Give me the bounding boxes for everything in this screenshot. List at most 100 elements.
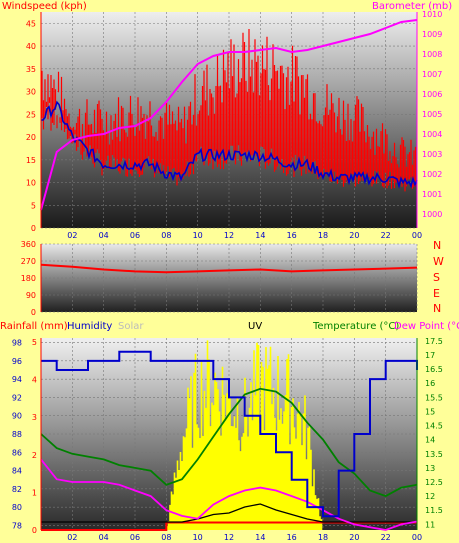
wind-tick-label: 35: [26, 65, 36, 74]
temperature-tick-label: 12: [425, 492, 435, 501]
wind-x-tick: 16: [287, 231, 297, 240]
wind-x-tick: 20: [349, 231, 359, 240]
direction-tick-label: 90: [26, 291, 36, 300]
wind-x-tick: 22: [381, 231, 391, 240]
humidity-line: [41, 350, 418, 518]
temperature-tick-label: 15.5: [425, 393, 443, 402]
wind-x-tick: 14: [255, 231, 265, 240]
direction-tick-label: 360: [21, 240, 36, 249]
wind-tick-label: 40: [26, 42, 36, 51]
climate-x-tick: 20: [349, 533, 359, 542]
humidity-tick-label: 88: [12, 430, 22, 439]
compass-n-top: N: [433, 239, 442, 252]
temperature-tick-label: 12.5: [425, 478, 443, 487]
temperature-tick-label: 13: [425, 464, 435, 473]
wind-tick-label: 45: [26, 19, 36, 28]
dewpoint-label: Dew Point (°C): [394, 321, 459, 332]
compass-n-bottom: N: [433, 302, 442, 315]
temperature-tick-label: 14: [425, 436, 435, 445]
climate-x-tick: 16: [287, 533, 297, 542]
wind-x-tick: 06: [130, 231, 140, 240]
compass-w: W: [433, 255, 444, 268]
rainfall-tick-label: 4: [32, 376, 37, 385]
wind-x-tick: 18: [318, 231, 328, 240]
humidity-tick-label: 92: [12, 393, 22, 402]
humidity-tick-label: 98: [12, 339, 22, 348]
rainfall-tick-label: 0: [32, 526, 37, 535]
humidity-label: Humidity: [67, 321, 113, 332]
wind-x-tick: 04: [99, 231, 109, 240]
wind-tick-label: 0: [31, 224, 36, 233]
uv-line: [41, 503, 417, 523]
temperature-tick-label: 16.5: [425, 365, 443, 374]
temperature-tick-label: 14.5: [425, 422, 443, 431]
baro-tick-label: 1009: [422, 30, 442, 39]
wind-tick-label: 30: [26, 88, 36, 97]
climate-x-tick: 14: [255, 533, 265, 542]
direction-tick-label: 180: [21, 274, 36, 283]
humidity-tick-label: 94: [12, 375, 22, 384]
humidity-tick-label: 84: [12, 467, 22, 476]
baro-tick-label: 1010: [422, 10, 442, 19]
wind-tick-label: 15: [26, 156, 36, 165]
rainfall-label: Rainfall (mm): [0, 321, 68, 332]
humidity-tick-label: 82: [12, 485, 22, 494]
baro-tick-label: 1002: [422, 170, 442, 179]
wind-x-tick: 10: [193, 231, 203, 240]
wind-x-tick: 08: [161, 231, 171, 240]
climate-x-tick: 02: [67, 533, 77, 542]
baro-tick-label: 1006: [422, 90, 442, 99]
temperature-tick-label: 11.5: [425, 506, 443, 515]
uv-label: UV: [248, 321, 263, 332]
temperature-line: [40, 387, 418, 498]
solar-label: Solar: [118, 321, 144, 332]
baro-tick-label: 1008: [422, 50, 442, 59]
climate-x-tick: 10: [193, 533, 203, 542]
baro-tick-label: 1005: [422, 110, 442, 119]
humidity-tick-label: 96: [12, 357, 22, 366]
barometer-line: [40, 19, 418, 211]
temperature-tick-label: 17.5: [425, 337, 443, 346]
direction-grid: [41, 243, 418, 313]
wind-tick-label: 10: [26, 179, 36, 188]
dewpoint-line: [40, 458, 418, 531]
wind-x-tick: 00: [412, 231, 422, 240]
baro-tick-label: 1001: [422, 190, 442, 199]
rainfall-tick-label: 2: [32, 451, 37, 460]
temperature-tick-label: 13.5: [425, 450, 443, 459]
temperature-tick-label: 17: [425, 351, 435, 360]
climate-x-tick: 06: [130, 533, 140, 542]
temperature-label: Temperature (°C): [313, 321, 400, 332]
rainfall-tick-label: 3: [32, 413, 37, 422]
humidity-tick-label: 78: [12, 521, 22, 530]
wind-x-tick: 12: [224, 231, 234, 240]
baro-tick-label: 1004: [422, 130, 442, 139]
climate-x-tick: 04: [99, 533, 109, 542]
climate-x-tick: 22: [381, 533, 391, 542]
temperature-tick-label: 15: [425, 407, 435, 416]
climate-x-tick: 18: [318, 533, 328, 542]
wind-tick-label: 5: [31, 201, 36, 210]
compass-e: E: [433, 287, 440, 300]
humidity-tick-label: 80: [12, 503, 22, 512]
rainfall-tick-label: 5: [32, 338, 37, 347]
climate-x-tick: 12: [224, 533, 234, 542]
rainfall-tick-label: 1: [32, 488, 37, 497]
windspeed-axis-label: Windspeed (kph): [2, 1, 87, 12]
barometer-axis-label: Barometer (mb): [372, 1, 453, 12]
wind-x-tick: 02: [67, 231, 77, 240]
direction-tick-label: 0: [31, 308, 36, 317]
direction-tick-label: 270: [21, 257, 36, 266]
climate-x-tick: 00: [412, 533, 422, 542]
baro-tick-label: 1007: [422, 70, 442, 79]
avg-wind-line: [40, 100, 418, 190]
temperature-tick-label: 16: [425, 379, 435, 388]
baro-tick-label: 1003: [422, 150, 442, 159]
baro-tick-label: 1000: [422, 210, 442, 219]
climate-x-tick: 08: [161, 533, 171, 542]
humidity-tick-label: 86: [12, 448, 22, 457]
humidity-tick-label: 90: [12, 412, 22, 421]
temperature-tick-label: 11: [425, 520, 435, 529]
wind-tick-label: 25: [26, 110, 36, 119]
